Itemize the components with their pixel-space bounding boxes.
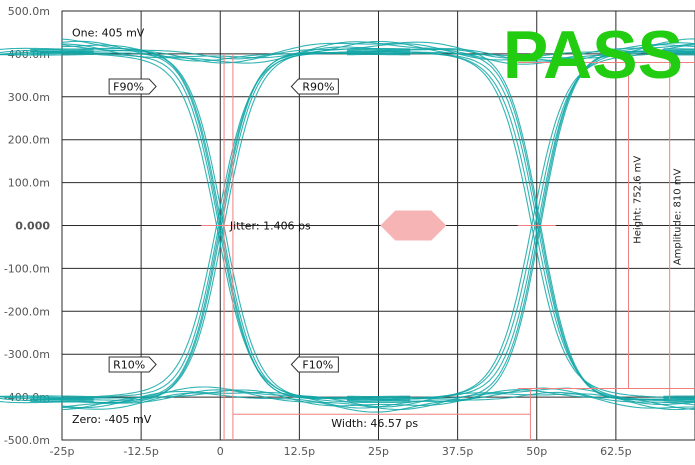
threshold-flag <box>290 356 339 373</box>
x-tick-label: 25p <box>368 445 389 458</box>
x-tick-label: -25p <box>50 445 75 458</box>
x-tick-label: 62.5p <box>600 445 631 458</box>
measurement-marker-layer <box>201 51 695 440</box>
amplitude-label: Amplitude: 810 mV <box>673 168 684 265</box>
y-tick-label: 100.0m <box>8 177 50 190</box>
falling-edge-trace <box>0 397 94 402</box>
falling-edge-trace <box>30 53 411 398</box>
zero-level-label: Zero: -405 mV <box>72 413 152 426</box>
eye-trace-layer <box>0 38 695 413</box>
y-tick-label: -100.0m <box>4 262 50 275</box>
width-label: Width: 46.57 ps <box>331 417 418 430</box>
rising-edge-trace <box>0 47 94 51</box>
threshold-flag <box>290 78 339 95</box>
jitter-histogram-shape <box>380 210 447 241</box>
falling-edge-trace <box>0 400 94 404</box>
threshold-flag <box>108 356 157 373</box>
threshold-flag-label: R90% <box>302 81 334 94</box>
x-tick-label: -12.5p <box>123 445 158 458</box>
threshold-flag <box>108 78 157 95</box>
threshold-flag-label: F10% <box>302 358 333 371</box>
zero-level-trace <box>61 387 695 409</box>
zero-level-trace <box>61 391 695 413</box>
x-tick-label: 0 <box>217 445 224 458</box>
rising-edge-trace <box>346 53 695 399</box>
falling-edge-trace <box>346 52 695 398</box>
height-label: Height: 752.6 mV <box>633 156 644 244</box>
falling-edge-trace <box>30 51 411 400</box>
rising-edge-trace <box>346 48 695 403</box>
falling-edge-trace <box>0 395 94 398</box>
y-tick-label: -200.0m <box>4 305 50 318</box>
x-tick-label: 37.5p <box>442 445 473 458</box>
y-tick-label: 0.000 <box>15 220 50 233</box>
falling-edge-trace <box>346 51 695 400</box>
y-tick-label: -500.0m <box>4 434 50 447</box>
rising-edge-trace <box>0 49 94 54</box>
jitter-label: Jitter: 1.406 ps <box>229 220 311 233</box>
zero-level-trace <box>61 389 695 411</box>
y-tick-label: 500.0m <box>8 5 50 18</box>
threshold-flag-label: R10% <box>113 358 145 371</box>
falling-edge-trace <box>0 396 94 401</box>
y-tick-label: 300.0m <box>8 91 50 104</box>
y-tick-label: 200.0m <box>8 134 50 147</box>
x-tick-label: 12.5p <box>284 445 315 458</box>
one-level-trace <box>61 42 695 64</box>
grid-layer: -25p -12.5p 0 12.5p 25p 37.5p 50p 62.5p500.0m40… <box>4 5 695 458</box>
pass-badge: PASS <box>503 17 683 93</box>
rising-edge-trace <box>0 53 94 56</box>
annotation-layer: One: 405 mV Zero: -405 mV Jitter: 1.406 ps… <box>72 27 684 430</box>
threshold-flag-label: F90% <box>113 81 144 94</box>
rising-edge-trace <box>346 50 695 401</box>
falling-edge-trace <box>0 395 94 400</box>
y-tick-label: -300.0m <box>4 348 50 361</box>
x-tick-label: 50p <box>526 445 547 458</box>
one-level-trace <box>61 38 695 60</box>
one-level-label: One: 405 mV <box>72 27 145 40</box>
